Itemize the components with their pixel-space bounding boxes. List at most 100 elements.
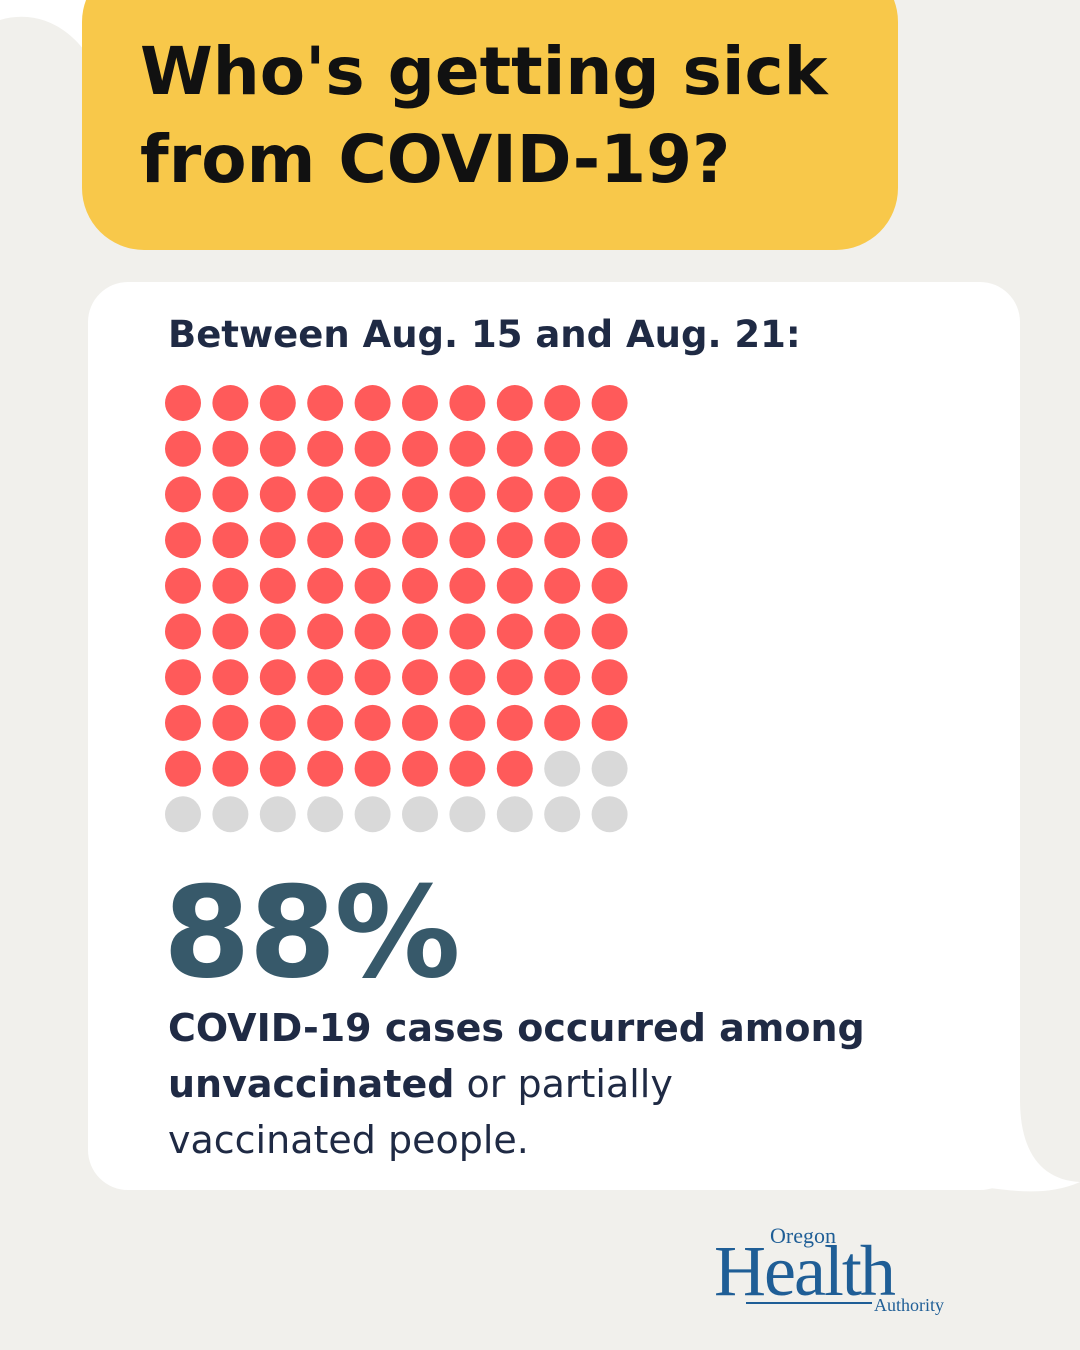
waffle-dot-filled — [354, 385, 391, 421]
waffle-dot-filled — [591, 385, 628, 421]
waffle-dot-filled — [402, 385, 438, 421]
oregon-health-authority-logo: Oregon Health Authority — [714, 1223, 944, 1315]
date-range-label: Between Aug. 15 and Aug. 21: — [168, 313, 801, 356]
waffle-dot-filled — [449, 613, 486, 650]
waffle-dot-filled — [165, 430, 201, 467]
waffle-dot-empty — [354, 796, 391, 833]
waffle-dot-filled — [544, 613, 581, 650]
caption-line-2-rest: or partially — [454, 1062, 673, 1106]
waffle-dot-empty — [544, 750, 581, 787]
waffle-dot-filled — [544, 430, 581, 467]
waffle-dot-filled — [449, 385, 486, 421]
waffle-dot-filled — [259, 476, 296, 513]
waffle-dot-filled — [449, 476, 486, 513]
waffle-dot-filled — [259, 750, 296, 787]
waffle-dot-filled — [354, 704, 391, 741]
waffle-dot-filled — [449, 522, 486, 559]
waffle-dot-empty — [496, 796, 533, 833]
waffle-dot-filled — [449, 567, 486, 604]
logo-health-text: Health — [714, 1231, 896, 1311]
waffle-dot-filled — [212, 704, 249, 741]
waffle-dot-filled — [259, 567, 296, 604]
waffle-dot-filled — [496, 750, 533, 787]
waffle-dot-filled — [591, 613, 628, 650]
waffle-dot-filled — [544, 704, 581, 741]
waffle-dot-filled — [496, 613, 533, 650]
waffle-dot-filled — [165, 567, 201, 604]
waffle-dot-filled — [544, 659, 581, 696]
waffle-dot-filled — [165, 385, 201, 421]
title-line-2: from COVID-19? — [140, 121, 731, 198]
waffle-dot-filled — [259, 522, 296, 559]
waffle-dot-filled — [402, 522, 438, 559]
waffle-dot-filled — [354, 430, 391, 467]
waffle-dot-filled — [402, 567, 438, 604]
title-bubble — [82, 0, 898, 250]
percentage-stat: 88% — [163, 859, 461, 1006]
waffle-dot-filled — [354, 613, 391, 650]
waffle-dot-filled — [307, 704, 344, 741]
waffle-dot-filled — [449, 659, 486, 696]
waffle-dot-filled — [354, 522, 391, 559]
waffle-dot-filled — [212, 385, 249, 421]
caption-line-1: COVID-19 cases occurred among — [168, 1006, 865, 1050]
waffle-dot-filled — [165, 659, 201, 696]
waffle-dot-filled — [212, 567, 249, 604]
waffle-dot-filled — [307, 750, 344, 787]
waffle-dot-filled — [402, 750, 438, 787]
waffle-dot-filled — [402, 613, 438, 650]
waffle-dot-filled — [544, 385, 581, 421]
waffle-dot-filled — [307, 567, 344, 604]
waffle-dot-filled — [259, 385, 296, 421]
waffle-chart — [165, 385, 628, 833]
waffle-dot-filled — [591, 704, 628, 741]
waffle-dot-filled — [591, 430, 628, 467]
waffle-dot-empty — [591, 796, 628, 833]
waffle-dot-filled — [496, 659, 533, 696]
waffle-dot-filled — [496, 430, 533, 467]
waffle-dot-filled — [212, 659, 249, 696]
waffle-dot-filled — [402, 430, 438, 467]
waffle-dot-empty — [449, 796, 486, 833]
waffle-dot-filled — [591, 567, 628, 604]
card-bubble-tail — [990, 1100, 1080, 1192]
waffle-dot-filled — [165, 522, 201, 559]
waffle-dot-empty — [165, 796, 201, 833]
waffle-dot-filled — [354, 567, 391, 604]
waffle-dot-filled — [259, 659, 296, 696]
waffle-dot-filled — [259, 613, 296, 650]
waffle-dot-filled — [212, 613, 249, 650]
waffle-dot-filled — [544, 567, 581, 604]
caption-line-3: vaccinated people. — [168, 1118, 529, 1162]
waffle-dot-filled — [544, 476, 581, 513]
waffle-dot-empty — [259, 796, 296, 833]
waffle-dot-filled — [496, 476, 533, 513]
waffle-dot-filled — [591, 476, 628, 513]
waffle-dot-filled — [165, 704, 201, 741]
waffle-dot-filled — [307, 430, 344, 467]
waffle-dot-filled — [307, 613, 344, 650]
waffle-dot-filled — [496, 522, 533, 559]
waffle-dot-filled — [354, 476, 391, 513]
waffle-dot-filled — [402, 704, 438, 741]
stat-caption: COVID-19 cases occurred among unvaccinat… — [168, 1000, 968, 1168]
waffle-dot-filled — [212, 522, 249, 559]
waffle-dot-filled — [259, 704, 296, 741]
waffle-dot-filled — [449, 750, 486, 787]
waffle-dot-filled — [165, 613, 201, 650]
waffle-dot-filled — [307, 659, 344, 696]
waffle-dot-empty — [212, 796, 249, 833]
waffle-dot-filled — [212, 476, 249, 513]
waffle-dot-filled — [354, 750, 391, 787]
waffle-dot-filled — [354, 659, 391, 696]
waffle-dot-filled — [544, 522, 581, 559]
waffle-dot-filled — [449, 430, 486, 467]
waffle-dot-filled — [496, 385, 533, 421]
waffle-dot-filled — [307, 522, 344, 559]
waffle-dot-filled — [449, 704, 486, 741]
waffle-dot-filled — [165, 750, 201, 787]
waffle-dot-empty — [591, 750, 628, 787]
logo-authority-text: Authority — [874, 1295, 944, 1315]
page-title: Who's getting sick from COVID-19? — [140, 28, 900, 204]
waffle-dot-filled — [402, 476, 438, 513]
